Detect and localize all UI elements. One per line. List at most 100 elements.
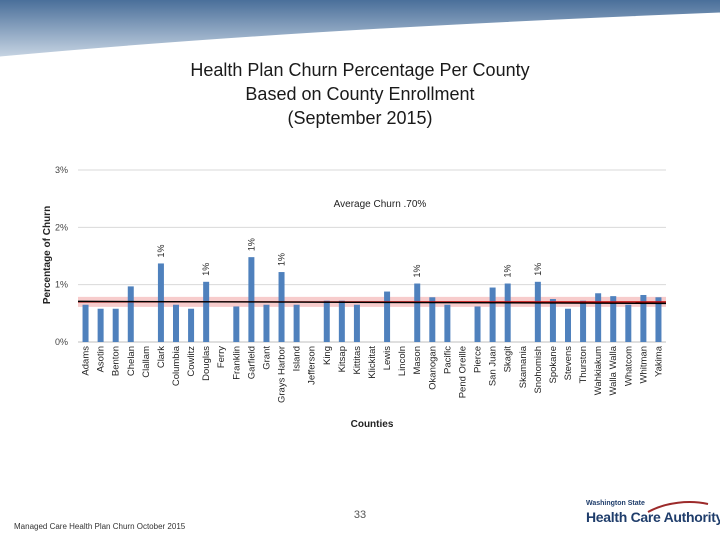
bar — [112, 308, 119, 342]
category-label: Spokane — [548, 346, 559, 384]
category-label: Walla Walla — [608, 345, 619, 395]
y-tick-label: 3% — [55, 165, 68, 175]
bar — [549, 299, 556, 342]
bar — [127, 286, 134, 342]
category-label: Island — [292, 346, 303, 371]
category-label: Jefferson — [307, 346, 318, 385]
category-label: San Juan — [488, 346, 499, 386]
category-label: Mason — [412, 346, 423, 375]
bar — [384, 291, 391, 342]
bar-layer — [82, 257, 662, 342]
category-label: Skamania — [518, 345, 529, 388]
bar — [338, 300, 345, 342]
category-label: Stevens — [563, 346, 574, 381]
bar — [293, 304, 300, 342]
line-layer — [77, 300, 667, 305]
category-label: Wahkiakum — [593, 346, 604, 395]
category-label: Asotin — [96, 346, 107, 372]
category-label: Franklin — [231, 346, 242, 380]
bar — [640, 294, 647, 342]
data-label: 1% — [533, 263, 543, 276]
bar — [655, 297, 662, 342]
x-axis-title: Counties — [351, 419, 394, 430]
category-label: Garfield — [246, 346, 257, 379]
bar — [173, 304, 179, 342]
category-label: Lincoln — [397, 346, 408, 376]
logo-big-text: Health Care Authority — [586, 509, 720, 525]
category-label: Adams — [81, 346, 92, 376]
bar — [203, 281, 210, 342]
bar — [565, 308, 571, 342]
hca-logo: Washington State Health Care Authority — [586, 500, 720, 530]
bar — [263, 304, 270, 342]
bar — [474, 306, 481, 342]
top-decorative-band — [0, 0, 720, 60]
bar — [188, 308, 195, 342]
category-label: Whitman — [638, 346, 649, 383]
category-label: Klickitat — [367, 346, 378, 379]
category-label: Lewis — [382, 346, 393, 371]
bar — [323, 300, 330, 342]
bar — [534, 281, 541, 342]
y-tick-label: 0% — [55, 337, 68, 347]
title-line-3: (September 2015) — [287, 108, 433, 128]
category-label: Okanogan — [427, 346, 438, 390]
bar — [248, 257, 255, 342]
category-label: Kittitas — [352, 346, 363, 375]
category-label: Ferry — [216, 346, 227, 368]
bar — [353, 304, 360, 342]
bar — [82, 304, 89, 342]
category-label: Pend Oreille — [457, 346, 468, 398]
category-label: Benton — [111, 346, 122, 376]
category-label: Grant — [261, 346, 272, 370]
category-label: Clallam — [141, 346, 152, 378]
bar — [278, 272, 285, 342]
bar — [429, 297, 436, 342]
category-label: Yakima — [653, 345, 664, 377]
category-label: King — [322, 346, 333, 365]
data-label: 1% — [246, 238, 256, 251]
data-label: 1% — [201, 263, 211, 276]
category-label: Snohomish — [533, 346, 544, 394]
bar — [233, 306, 240, 342]
average-annotation: Average Churn .70% — [334, 199, 427, 210]
category-label: Kitsap — [337, 346, 348, 372]
y-tick-label: 1% — [55, 280, 68, 290]
grid-layer — [78, 169, 666, 343]
footer-text: Managed Care Health Plan Churn October 2… — [14, 522, 186, 531]
bar — [489, 287, 496, 342]
category-label: Pacific — [442, 346, 453, 374]
page-number: 33 — [353, 509, 367, 521]
bar — [504, 283, 511, 342]
bar — [97, 308, 104, 342]
bar — [580, 300, 587, 342]
bar — [595, 293, 602, 342]
label-layer: 0% 1% 2% 3% Adams Asotin Benton Chelan Clallam 1%… — [55, 165, 664, 403]
category-label: Grays Harbor — [277, 346, 288, 403]
trend-line — [77, 300, 667, 305]
title-line-1: Health Plan Churn Percentage Per County — [190, 60, 530, 80]
category-label: Cowlitz — [186, 346, 197, 377]
category-label: Whatcom — [623, 346, 634, 386]
bar — [414, 283, 421, 342]
category-label: Pierce — [473, 346, 484, 373]
title-line-2: Based on County Enrollment — [245, 84, 475, 104]
category-label: Douglas — [201, 346, 212, 381]
logo-swoosh-icon — [647, 501, 709, 513]
chart-title: Health Plan Churn Percentage Per County … — [0, 58, 720, 130]
data-label: 1% — [277, 253, 287, 266]
data-label: 1% — [503, 265, 513, 278]
data-label: 1% — [412, 265, 422, 278]
bar — [610, 296, 617, 342]
y-axis-title: Percentage of Churn — [42, 206, 53, 304]
category-label: Skagit — [503, 346, 514, 373]
logo-small-text: Washington State — [586, 500, 645, 507]
category-label: Columbia — [171, 345, 182, 386]
bar — [444, 304, 451, 342]
bar — [625, 304, 632, 342]
data-label: 1% — [156, 244, 166, 257]
category-label: Clark — [156, 346, 167, 368]
bar — [157, 263, 164, 342]
y-tick-label: 2% — [55, 222, 68, 232]
